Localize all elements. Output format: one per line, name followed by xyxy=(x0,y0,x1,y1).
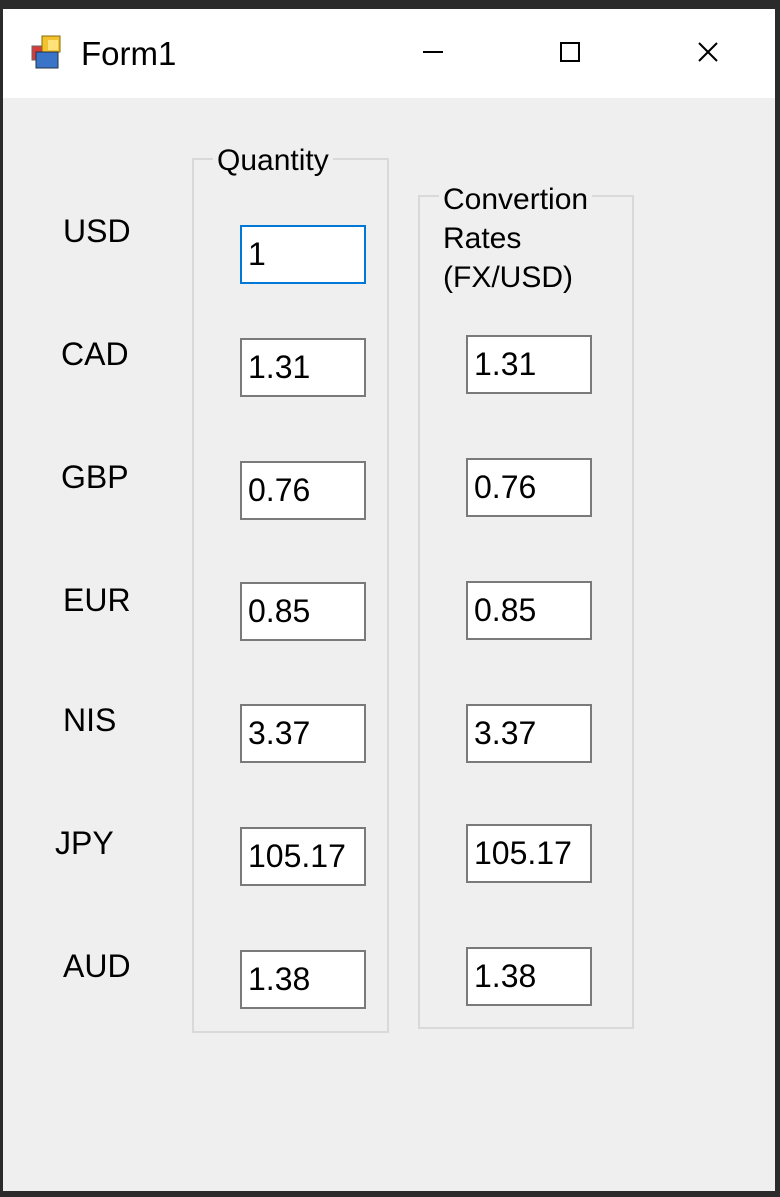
rates-title-line2: Rates xyxy=(443,222,522,255)
rates-group-title: Convertion Rates (FX/USD) xyxy=(439,180,593,297)
rate-input-gbp[interactable] xyxy=(466,458,592,517)
close-button[interactable] xyxy=(685,29,731,75)
label-usd: USD xyxy=(63,213,131,249)
rate-input-nis[interactable] xyxy=(466,704,592,763)
window-title: Form1 xyxy=(81,35,177,72)
maximize-button[interactable] xyxy=(547,29,593,75)
minimize-icon xyxy=(423,51,443,53)
maximize-icon xyxy=(560,42,580,62)
quantity-input-eur[interactable] xyxy=(240,582,366,641)
label-nis: NIS xyxy=(63,702,117,738)
rates-title-line3: (FX/USD) xyxy=(443,261,573,294)
label-gbp: GBP xyxy=(61,459,129,495)
rate-input-jpy[interactable] xyxy=(466,824,592,883)
label-eur: EUR xyxy=(63,582,131,618)
label-aud: AUD xyxy=(63,948,131,984)
quantity-input-nis[interactable] xyxy=(240,704,366,763)
quantity-input-cad[interactable] xyxy=(240,338,366,397)
quantity-input-usd[interactable] xyxy=(240,225,366,284)
label-jpy: JPY xyxy=(55,825,114,861)
quantity-input-gbp[interactable] xyxy=(240,461,366,520)
rate-input-eur[interactable] xyxy=(466,581,592,640)
close-icon xyxy=(698,42,718,62)
rate-input-aud[interactable] xyxy=(466,947,592,1006)
app-icon xyxy=(31,35,61,69)
quantity-input-jpy[interactable] xyxy=(240,827,366,886)
quantity-group-title: Quantity xyxy=(213,143,333,179)
minimize-button[interactable] xyxy=(410,29,456,75)
quantity-input-aud[interactable] xyxy=(240,950,366,1009)
form-window: Form1 USD CAD GBP EUR NIS JPY AUD Qu xyxy=(3,9,775,1191)
rates-title-line1: Convertion xyxy=(443,183,589,216)
form-client-area: USD CAD GBP EUR NIS JPY AUD Quantity Con… xyxy=(3,98,775,1191)
rate-input-cad[interactable] xyxy=(466,335,592,394)
label-cad: CAD xyxy=(61,336,129,372)
title-bar[interactable]: Form1 xyxy=(3,9,775,98)
